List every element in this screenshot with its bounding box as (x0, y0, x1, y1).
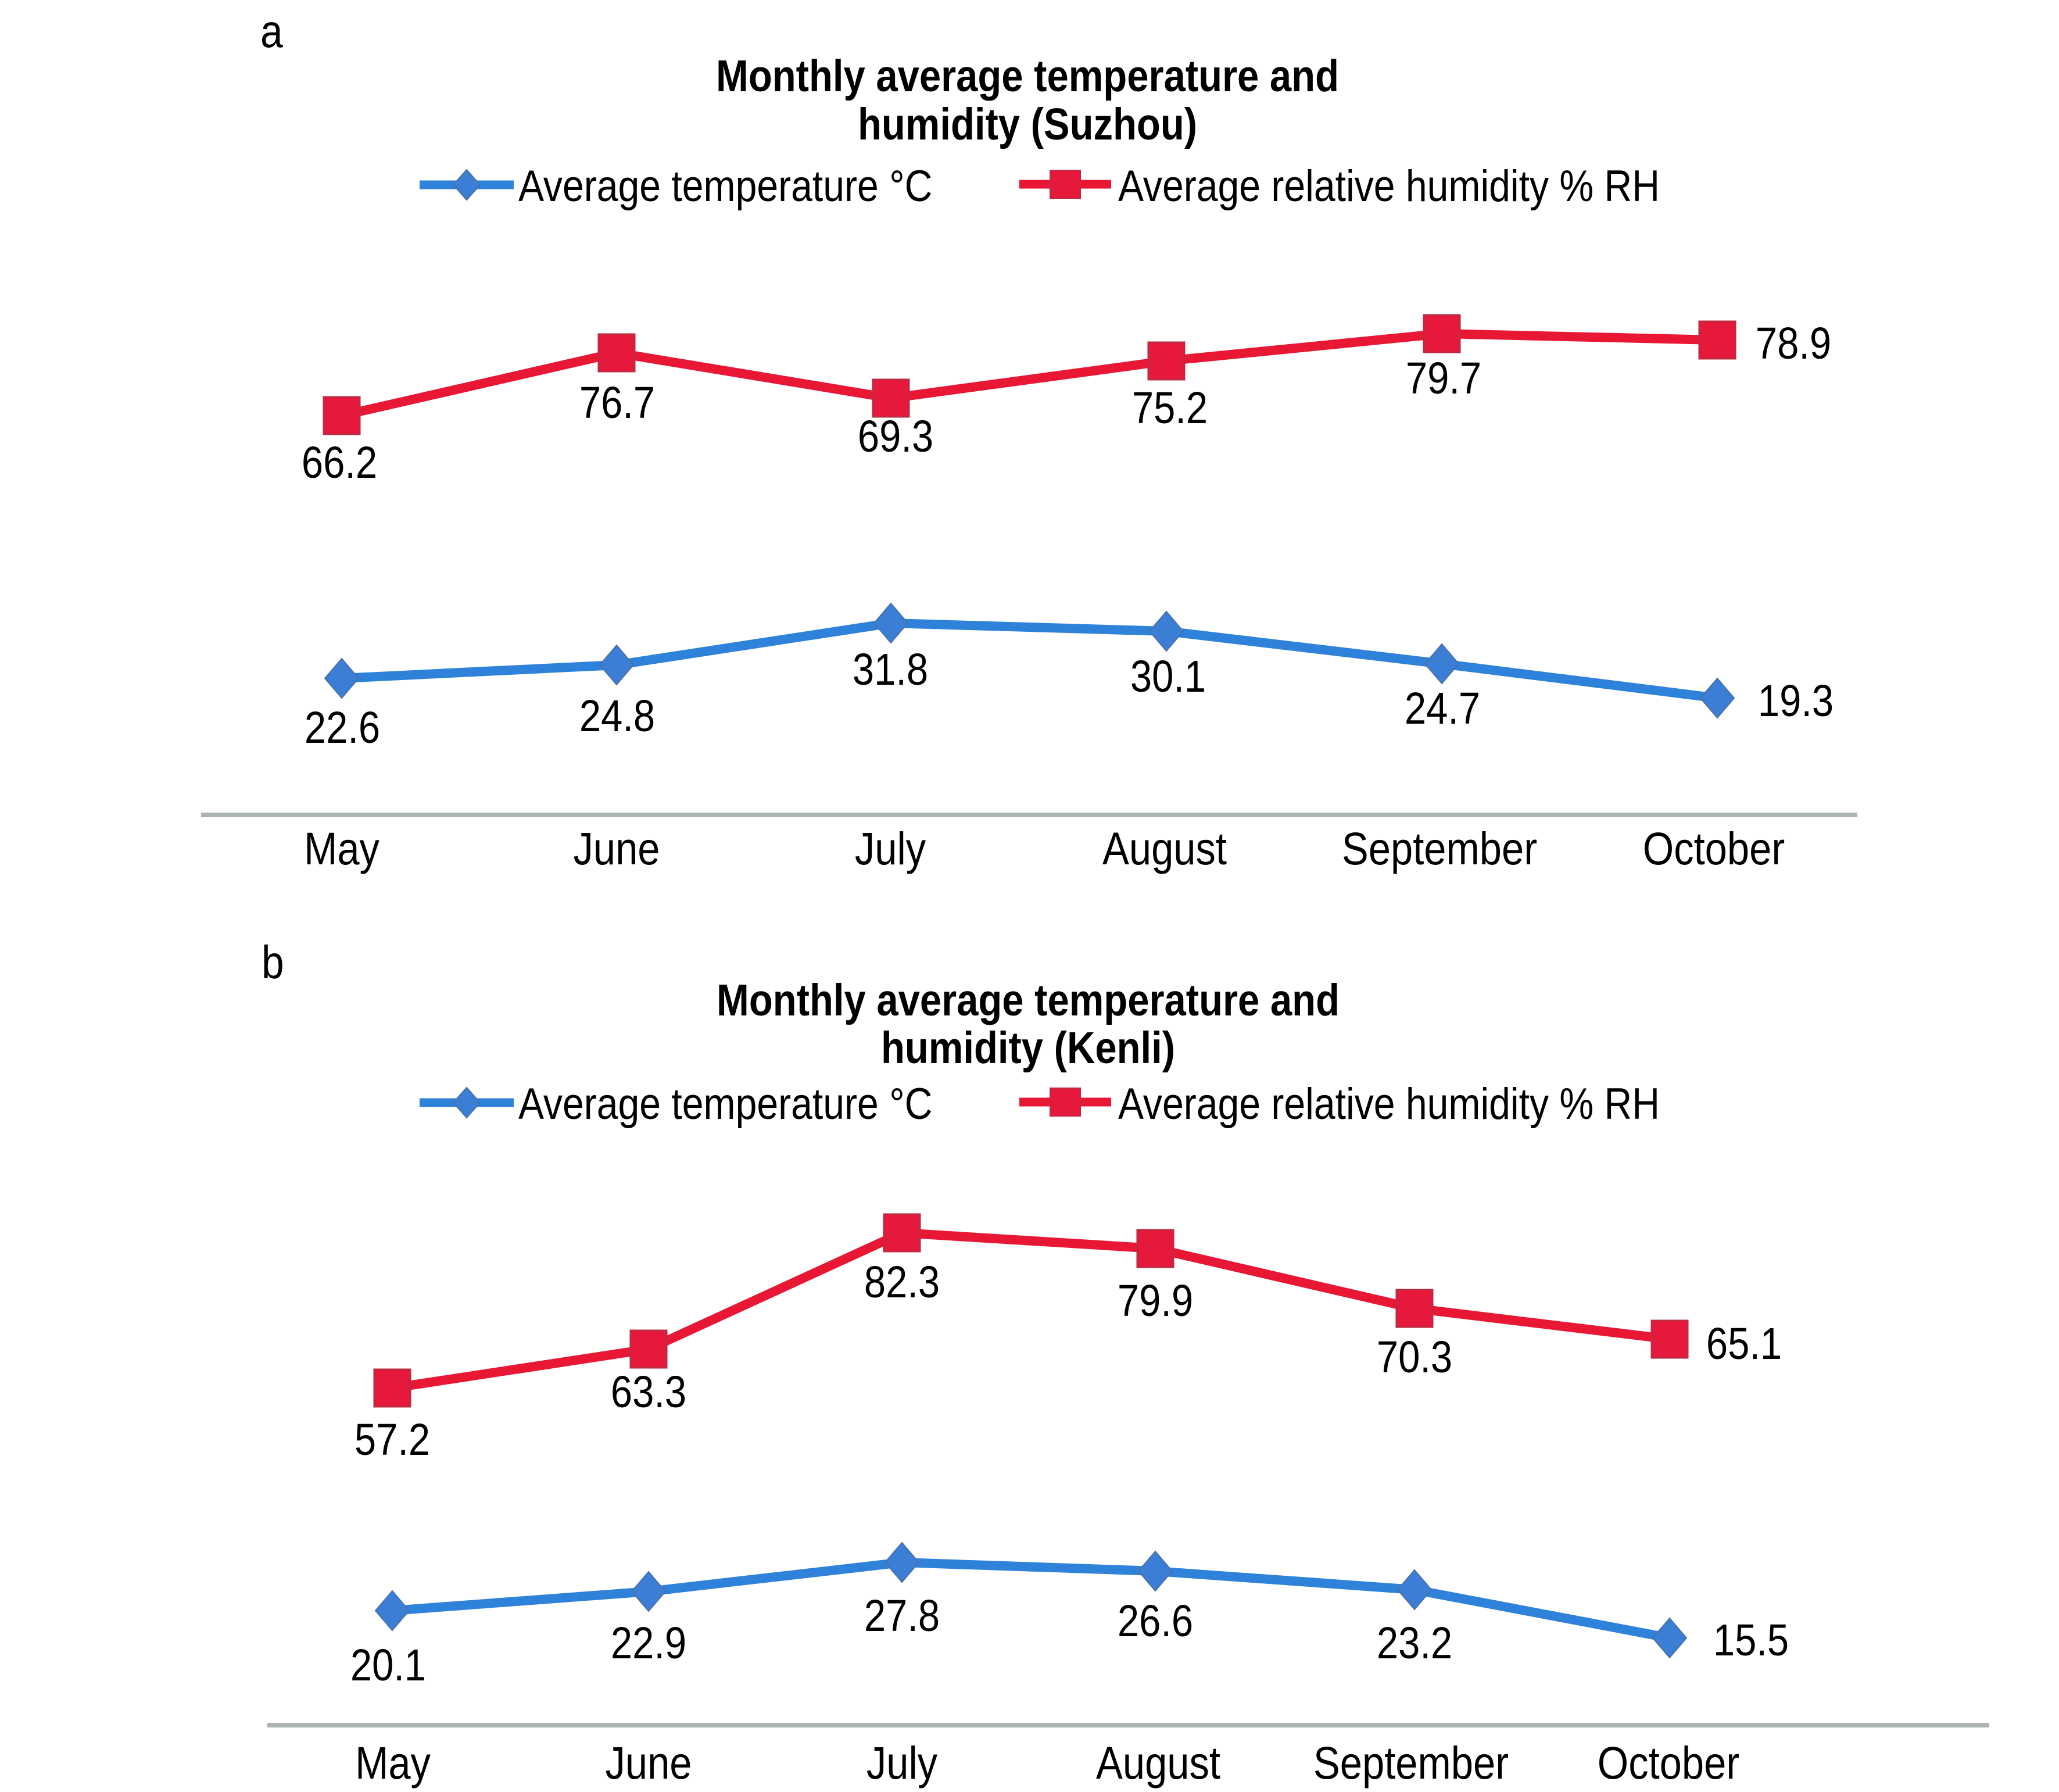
svg-text:31.8: 31.8 (853, 645, 928, 695)
svg-text:May: May (355, 1737, 431, 1789)
svg-text:September: September (1342, 823, 1537, 875)
svg-text:65.1: 65.1 (1706, 1319, 1782, 1369)
svg-text:30.1: 30.1 (1130, 652, 1206, 702)
svg-text:63.3: 63.3 (611, 1368, 686, 1417)
svg-text:a: a (260, 5, 283, 57)
svg-text:October: October (1598, 1737, 1739, 1789)
svg-text:August: August (1102, 823, 1227, 875)
svg-text:27.8: 27.8 (864, 1591, 940, 1641)
svg-text:Average relative humidity % RH: Average relative humidity % RH (1118, 162, 1660, 211)
svg-text:July: July (855, 823, 926, 875)
svg-text:22.9: 22.9 (611, 1619, 686, 1668)
svg-text:23.2: 23.2 (1377, 1619, 1452, 1668)
svg-text:26.6: 26.6 (1118, 1597, 1193, 1646)
svg-text:24.8: 24.8 (579, 692, 655, 741)
svg-text:June: June (605, 1737, 692, 1789)
svg-text:July: July (866, 1737, 937, 1789)
svg-text:humidity (Suzhou): humidity (Suzhou) (858, 100, 1197, 149)
svg-text:October: October (1643, 823, 1785, 875)
svg-text:Monthly average temperature an: Monthly average temperature and (717, 976, 1340, 1025)
svg-text:humidity (Kenli): humidity (Kenli) (881, 1024, 1175, 1073)
svg-text:79.7: 79.7 (1406, 354, 1481, 403)
svg-text:69.3: 69.3 (858, 412, 933, 462)
svg-text:78.9: 78.9 (1756, 319, 1831, 369)
svg-text:76.7: 76.7 (579, 378, 655, 428)
svg-text:Average relative humidity % RH: Average relative humidity % RH (1118, 1080, 1660, 1129)
svg-text:20.1: 20.1 (350, 1641, 426, 1690)
svg-text:15.5: 15.5 (1713, 1616, 1789, 1665)
svg-text:September: September (1313, 1737, 1509, 1789)
svg-text:66.2: 66.2 (302, 438, 377, 488)
svg-text:19.3: 19.3 (1758, 677, 1834, 726)
svg-text:70.3: 70.3 (1377, 1333, 1452, 1382)
svg-text:Monthly average temperature an: Monthly average temperature and (716, 52, 1339, 101)
svg-text:June: June (573, 823, 660, 875)
svg-text:79.9: 79.9 (1118, 1276, 1193, 1326)
svg-text:b: b (262, 936, 284, 988)
svg-text:Average temperature °C: Average temperature °C (518, 162, 932, 211)
svg-text:24.7: 24.7 (1405, 684, 1480, 734)
svg-text:57.2: 57.2 (354, 1415, 430, 1465)
svg-text:Average temperature °C: Average temperature °C (518, 1080, 932, 1129)
svg-text:82.3: 82.3 (864, 1258, 940, 1307)
svg-text:75.2: 75.2 (1132, 384, 1208, 433)
svg-text:22.6: 22.6 (305, 703, 380, 753)
svg-text:May: May (304, 823, 379, 875)
svg-text:August: August (1096, 1737, 1220, 1789)
